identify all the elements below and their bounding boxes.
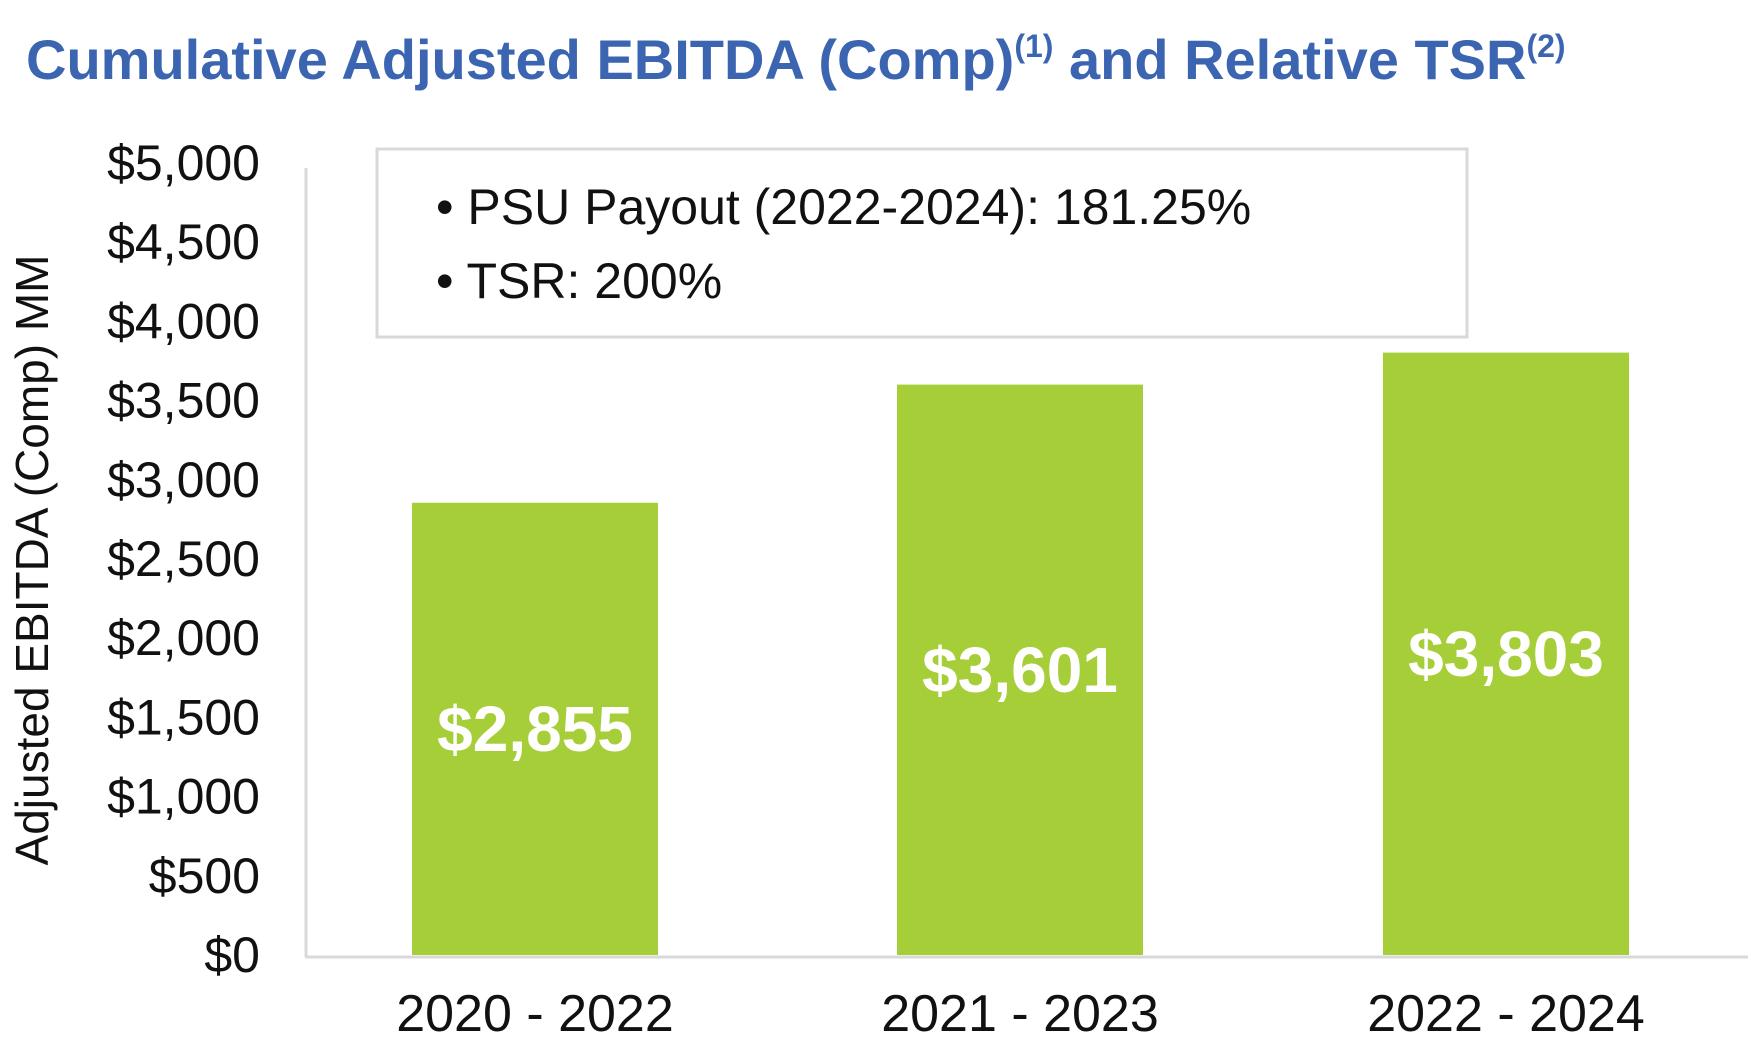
y-tick-label: $3,500 (107, 373, 260, 429)
bar-2 (897, 384, 1143, 956)
bar-1 (412, 502, 658, 955)
x-tick-label: 2020 - 2022 (396, 985, 674, 1043)
y-tick-label: $1,000 (107, 769, 260, 825)
y-tick-label: $500 (149, 848, 260, 904)
bar-3 (1383, 352, 1629, 955)
data-label: $2,855 (437, 693, 633, 765)
data-label: $3,803 (1408, 618, 1604, 690)
data-label: $3,601 (922, 634, 1118, 706)
y-tick-label: $3,000 (107, 452, 260, 508)
annotation-psu-payout: • PSU Payout (2022-2024): 181.25% (436, 179, 1251, 235)
x-tick-label: 2022 - 2024 (1367, 985, 1645, 1043)
x-tick-label: 2021 - 2023 (881, 985, 1159, 1043)
y-tick-label: $4,500 (107, 214, 260, 270)
y-tick-label: $5,000 (107, 135, 260, 191)
y-tick-label: $0 (204, 927, 260, 983)
annotation-tsr: • TSR: 200% (436, 253, 722, 309)
y-tick-label: $2,500 (107, 531, 260, 587)
chart-title: Cumulative Adjusted EBITDA (Comp)(1) and… (26, 28, 1566, 91)
y-axis-title: Adjusted EBITDA (Comp) MM (6, 255, 58, 866)
y-tick-label: $2,000 (107, 610, 260, 666)
annotation-box: • PSU Payout (2022-2024): 181.25% • TSR:… (375, 147, 1469, 339)
y-tick-label: $1,500 (107, 689, 260, 745)
y-tick-label: $4,000 (107, 293, 260, 349)
